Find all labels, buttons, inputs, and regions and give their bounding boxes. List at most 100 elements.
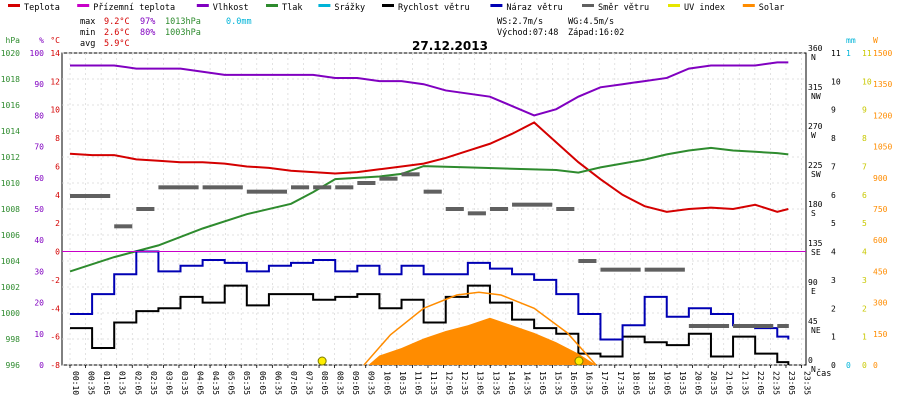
x-tick-label: 17:35 (616, 371, 625, 395)
wind-direction-segment (114, 224, 133, 229)
precip-axis-unit: mm (846, 36, 856, 45)
precip-axis-tick: 0 (846, 361, 851, 370)
legend-swatch (490, 4, 503, 7)
wind-direction-axis-name: N (811, 365, 816, 374)
x-tick-label: 19:05 (662, 371, 671, 395)
x-tick-label: 10:05 (382, 371, 391, 395)
uv-axis-tick: 4 (862, 248, 867, 257)
pressure-axis-unit: hPa (6, 36, 21, 45)
stat-min-temp: 2.6°C (104, 28, 130, 38)
stat-ws: WS:2.7m/s (497, 17, 543, 27)
x-tick-label: 10:35 (398, 371, 407, 395)
x-tick-label: 05:05 (227, 371, 236, 395)
legend-swatch (266, 4, 278, 7)
legend-swatch (77, 4, 90, 7)
uv-axis-tick: 6 (862, 191, 867, 200)
wind-direction-segment (467, 211, 486, 216)
wind-direction-axis-tick: 360 (808, 44, 823, 53)
series-solar-area (368, 317, 597, 365)
stat-min-press: 1003hPa (165, 28, 201, 38)
x-tick-label: 21:35 (740, 371, 749, 395)
wind-direction-segment (158, 185, 199, 190)
humidity-axis-tick: 90 (34, 80, 44, 89)
uv-axis-tick: 1 (862, 333, 867, 342)
uv-axis-tick: 11 (862, 49, 872, 58)
wind-direction-axis-name: E (811, 287, 816, 296)
solar-axis-tick: 900 (873, 174, 888, 183)
wind-direction-segment (401, 172, 420, 177)
temperature-axis-tick: 12 (50, 77, 60, 86)
uv-axis-tick: 0 (862, 361, 867, 370)
wind-direction-segment (489, 207, 509, 211)
temperature-axis-tick: 10 (50, 106, 60, 115)
solar-axis-tick: 600 (873, 236, 888, 245)
x-tick-label: 11:05 (413, 371, 422, 395)
x-tick-label: 05:35 (242, 371, 251, 395)
wind-direction-segment (335, 185, 354, 190)
temperature-axis-tick: -8 (50, 361, 60, 370)
stats-block: max 9.2°C 97% 1013hPa 0.0mm min 2.6°C 80… (80, 17, 624, 49)
x-tick-label: 20:35 (709, 371, 718, 395)
stat-max-hum: 97% (140, 17, 155, 27)
legend-swatch (196, 4, 209, 7)
solar-axis-tick: 450 (873, 267, 888, 276)
wind-direction-axis-tick: 315 (808, 83, 823, 92)
legend-label: Rychlost větru (398, 3, 470, 13)
series-teplota (69, 121, 789, 213)
wind-direction-segment (688, 324, 730, 328)
x-tick-label: 14:35 (522, 371, 531, 395)
series-solar-theoretical (363, 291, 597, 366)
axes-layer: 00:10 00:35 01:05 01:35 02:05 02:35 03:05 03:35… (1, 36, 893, 395)
wind-speed-axis-tick: 0 (831, 361, 836, 370)
x-tick-label: 04:35 (211, 371, 220, 395)
wind-direction-segment (291, 185, 310, 190)
pressure-axis-tick: 1012 (1, 153, 20, 162)
wind-direction-segment (445, 207, 464, 211)
temperature-axis-tick: 8 (55, 134, 60, 143)
stat-min-label: min (80, 28, 95, 38)
x-tick-label: 02:35 (149, 371, 158, 395)
wind-speed-axis-tick: 4 (831, 248, 836, 257)
wind-speed-axis-tick: 10 (831, 77, 841, 86)
stat-avg-temp: 5.9°C (104, 39, 130, 49)
humidity-axis-tick: 70 (34, 143, 44, 152)
legend-label: Náraz větru (506, 3, 562, 13)
x-tick-label: 07:05 (289, 371, 298, 395)
temperature-axis-tick: 14 (50, 49, 60, 58)
wind-direction-axis-name: W (811, 131, 816, 140)
wind-speed-axis-tick: 2 (831, 304, 836, 313)
uv-axis-tick: 5 (862, 219, 867, 228)
wind-speed-axis-tick: 6 (831, 191, 836, 200)
series-n-raz-v-tru (70, 250, 790, 341)
legend-swatch (382, 4, 394, 7)
x-tick-label: 19:35 (678, 371, 687, 395)
x-tick-label: 16:05 (569, 371, 578, 395)
x-tick-label: 04:05 (196, 371, 205, 395)
wind-direction-segment (578, 259, 597, 263)
x-tick-label: 14:05 (507, 371, 516, 395)
temperature-axis-tick: 2 (55, 219, 60, 228)
wind-direction-segment (136, 207, 155, 211)
uv-axis-tick: 10 (862, 77, 872, 86)
temperature-axis-tick: -2 (50, 276, 60, 285)
wind-speed-axis-tick: 1 (831, 333, 836, 342)
uv-point (317, 356, 327, 366)
x-tick-label: 21:05 (725, 371, 734, 395)
wind-direction-axis-name: SW (811, 170, 821, 179)
x-tick-label: 15:05 (538, 371, 547, 395)
legend-swatch (668, 4, 680, 7)
humidity-axis-tick: 60 (34, 174, 44, 183)
wind-direction-segment (512, 202, 553, 207)
wind-direction-axis-tick: 0 (808, 356, 813, 365)
legend: Teplota Přízemní teplota Vlhkost Tlak Srážky… (8, 3, 784, 13)
solar-axis-tick: 1050 (873, 143, 892, 152)
uv-axis-tick: 2 (862, 304, 867, 313)
x-tick-label: 01:05 (102, 371, 111, 395)
legend-label: Srážky (334, 3, 365, 13)
wind-direction-axis-name: NW (811, 92, 821, 101)
x-tick-label: 15:35 (554, 371, 563, 395)
temperature-axis-tick: 6 (55, 162, 60, 171)
humidity-axis-tick: 50 (34, 205, 44, 214)
wind-direction-segment (246, 189, 288, 194)
pressure-axis-tick: 1010 (1, 179, 20, 188)
